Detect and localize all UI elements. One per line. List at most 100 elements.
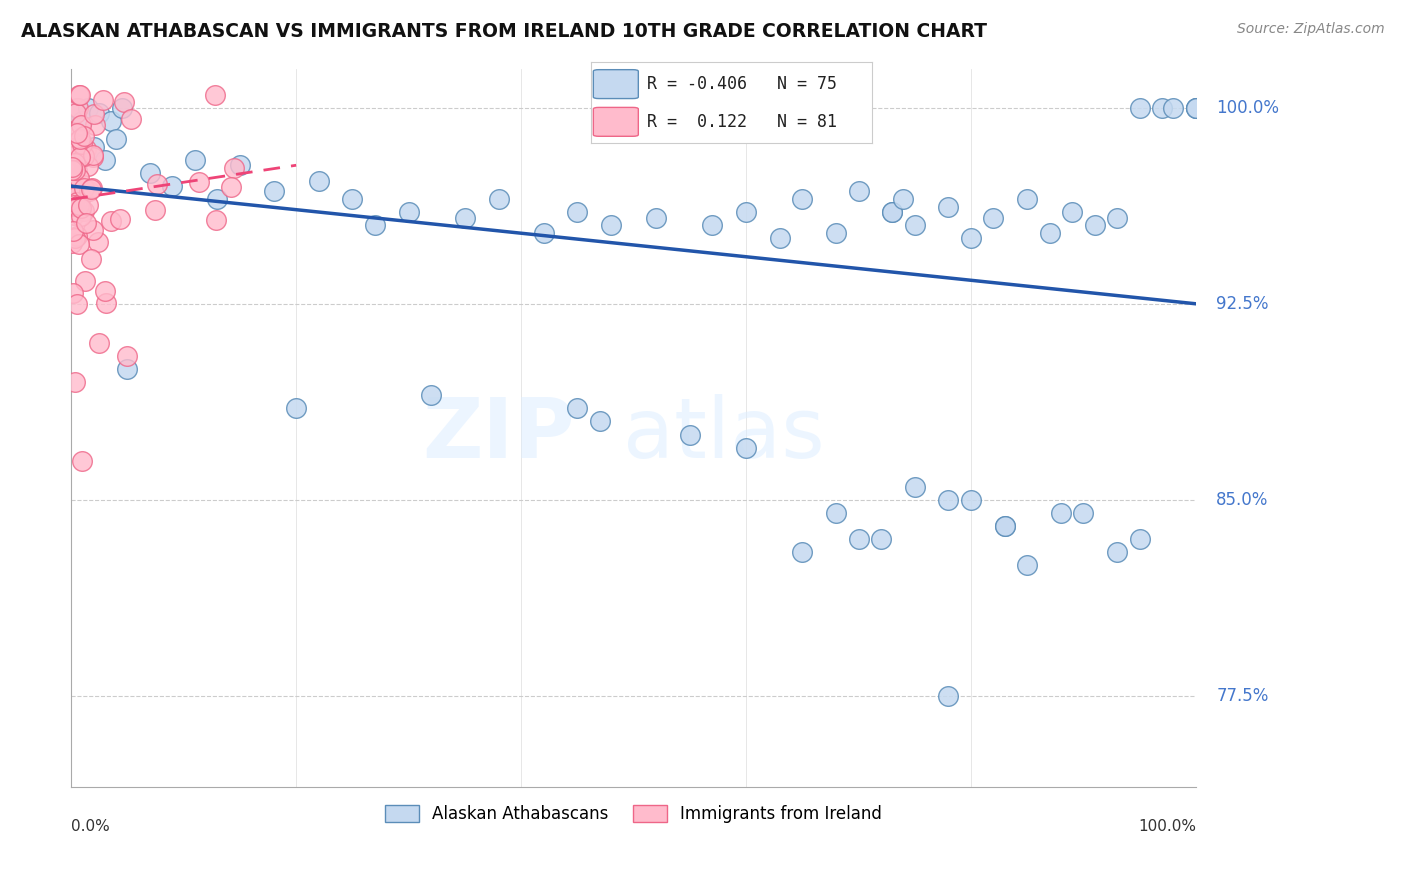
Point <box>94 284 117 298</box>
Point <box>80 252 103 267</box>
Text: ALASKAN ATHABASCAN VS IMMIGRANTS FROM IRELAND 10TH GRADE CORRELATION CHART: ALASKAN ATHABASCAN VS IMMIGRANTS FROM IR… <box>21 22 987 41</box>
Point <box>1185 101 1208 115</box>
Point <box>938 492 960 507</box>
Point <box>117 349 139 363</box>
Point <box>63 198 86 212</box>
Text: Source: ZipAtlas.com: Source: ZipAtlas.com <box>1237 22 1385 37</box>
Point <box>63 155 86 169</box>
Point <box>207 192 229 206</box>
Point <box>67 171 90 186</box>
Point <box>82 148 104 162</box>
Point <box>70 118 93 132</box>
Point <box>70 136 93 151</box>
Point <box>69 132 91 146</box>
Point <box>111 101 134 115</box>
Point <box>62 286 84 301</box>
Point <box>1017 192 1039 206</box>
Point <box>67 146 90 161</box>
Point <box>1107 545 1129 559</box>
Point <box>73 180 96 194</box>
Point <box>66 156 89 170</box>
Point <box>63 163 86 178</box>
Point <box>1185 101 1208 115</box>
Point <box>83 140 105 154</box>
Point <box>66 126 89 140</box>
Point <box>735 205 758 219</box>
Text: 77.5%: 77.5% <box>1216 687 1268 705</box>
Point <box>60 162 83 177</box>
Point <box>162 179 184 194</box>
Point <box>60 198 83 212</box>
Point <box>66 228 89 243</box>
Point <box>84 118 107 132</box>
Text: R = -0.406   N = 75: R = -0.406 N = 75 <box>647 75 837 93</box>
Point <box>645 211 668 225</box>
Point <box>67 237 90 252</box>
Point <box>73 203 96 218</box>
Point <box>77 101 100 115</box>
Point <box>1129 101 1152 115</box>
Point <box>69 202 91 216</box>
Text: 100.0%: 100.0% <box>1137 819 1197 834</box>
Point <box>66 101 89 115</box>
Point <box>112 95 135 109</box>
Point <box>146 177 169 191</box>
Point <box>89 106 111 120</box>
Point <box>91 93 114 107</box>
Point <box>62 199 84 213</box>
Point <box>145 203 167 218</box>
Point <box>938 689 960 703</box>
Point <box>73 128 96 143</box>
Point <box>79 184 101 198</box>
Point <box>76 159 98 173</box>
Point <box>224 161 246 175</box>
Point <box>80 181 103 195</box>
Point <box>600 219 623 233</box>
Point <box>66 194 89 209</box>
Point <box>66 297 89 311</box>
Point <box>69 150 91 164</box>
Point <box>94 153 117 167</box>
Point <box>69 87 91 102</box>
Point <box>1084 219 1107 233</box>
Point <box>589 414 612 428</box>
Point <box>567 401 589 416</box>
Point <box>735 441 758 455</box>
Point <box>882 205 904 219</box>
Point <box>60 179 83 194</box>
Point <box>825 506 848 520</box>
Point <box>792 192 814 206</box>
Point <box>848 185 870 199</box>
Text: 100.0%: 100.0% <box>1216 99 1279 117</box>
Point <box>1107 211 1129 225</box>
Point <box>870 532 893 546</box>
Point <box>75 216 97 230</box>
Point <box>679 427 702 442</box>
Text: 92.5%: 92.5% <box>1216 294 1268 313</box>
Point <box>63 124 86 138</box>
Point <box>65 105 87 120</box>
Point <box>229 158 252 172</box>
Point <box>75 142 97 156</box>
Point <box>79 182 101 196</box>
Point <box>454 211 477 225</box>
Point <box>62 224 84 238</box>
FancyBboxPatch shape <box>593 107 638 136</box>
Point <box>488 192 510 206</box>
Point <box>398 205 420 219</box>
Point <box>100 214 122 228</box>
Point <box>62 136 84 150</box>
Point <box>848 532 870 546</box>
Point <box>82 223 104 237</box>
Point <box>62 141 84 155</box>
Point <box>72 453 94 467</box>
FancyBboxPatch shape <box>593 70 638 99</box>
Point <box>66 169 89 184</box>
Point <box>108 212 131 227</box>
Point <box>63 376 86 390</box>
Point <box>63 208 86 222</box>
Point <box>73 149 96 163</box>
Text: 85.0%: 85.0% <box>1216 491 1268 508</box>
Point <box>87 235 110 250</box>
Point <box>983 211 1005 225</box>
